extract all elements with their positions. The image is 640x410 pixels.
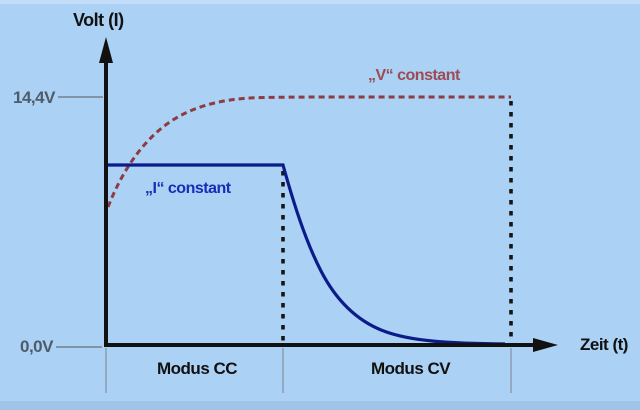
voltage-curve — [106, 95, 512, 208]
region-label-modus-cv: Modus CV — [371, 359, 451, 378]
current-curve-label: „I“ constant — [145, 180, 231, 197]
bottom-edge-strip — [0, 401, 640, 410]
top-edge-strip — [0, 0, 640, 4]
region-label-modus-cc: Modus CC — [157, 359, 238, 378]
y-tick-label-14v: 14,4V — [13, 88, 55, 107]
voltage-curve-label: „V“ constant — [368, 67, 460, 84]
x-axis-arrow-icon — [533, 338, 558, 352]
current-curve — [106, 163, 506, 346]
x-axis-title: Zeit (t) — [580, 335, 628, 354]
y-axis-title: Volt (I) — [73, 10, 124, 30]
y-tick-label-0v: 0,0V — [20, 337, 53, 356]
y-axis-arrow-icon — [99, 37, 113, 63]
